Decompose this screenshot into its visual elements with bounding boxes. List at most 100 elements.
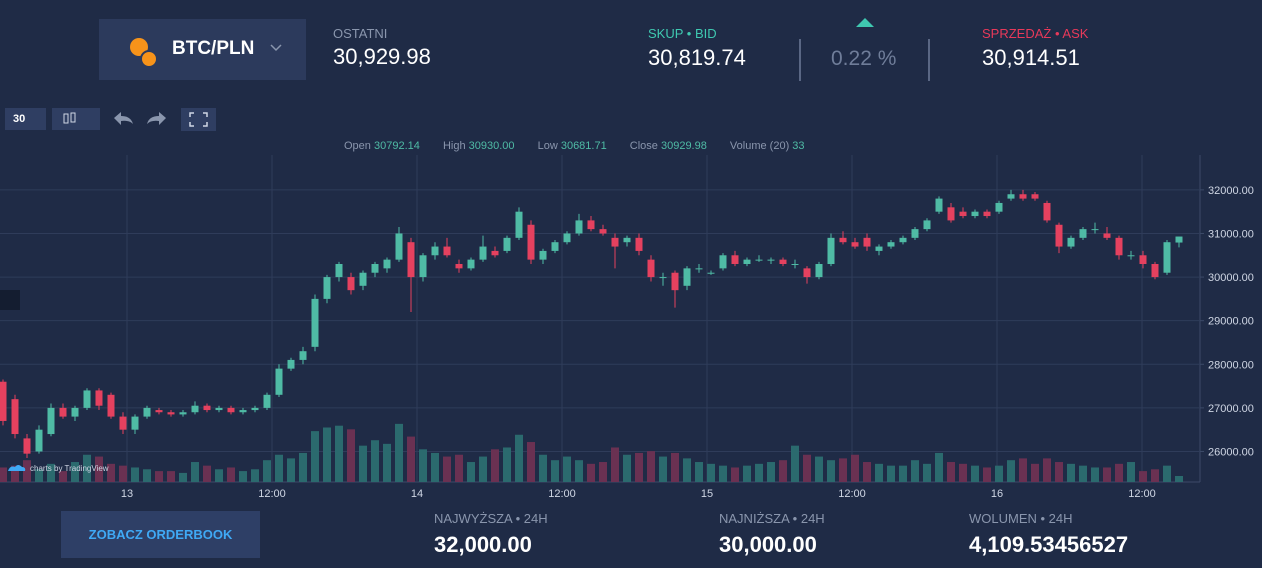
volume-bar [1079, 465, 1087, 482]
low-label: NAJNIŻSZA • 24H [719, 511, 825, 526]
ohlc-legend: Open 30792.14 High 30930.00 Low 30681.71… [344, 140, 805, 152]
candle-body [95, 390, 103, 406]
volume-bar [923, 463, 931, 482]
volume-bar [635, 452, 643, 482]
x-tick-label: 12:00 [838, 488, 866, 500]
orderbook-button[interactable]: ZOBACZ ORDERBOOK [61, 511, 260, 558]
undo-redo[interactable] [110, 108, 170, 130]
volume-bar [275, 454, 283, 482]
low-value: 30,000.00 [719, 532, 817, 557]
candle-body [683, 268, 691, 286]
volume-bar [575, 460, 583, 482]
legend-value: 33 [792, 140, 805, 152]
y-tick-label: 30000.00 [1208, 272, 1254, 284]
legend-value: 30930.00 [468, 140, 515, 152]
candle-body [1103, 233, 1111, 238]
volume-bar [551, 460, 559, 482]
candle-body [983, 211, 991, 217]
candle-body [263, 394, 271, 408]
fullscreen-button[interactable] [181, 108, 216, 131]
volume-bar [995, 465, 1003, 482]
candle-body [59, 407, 67, 417]
volume-bar [503, 447, 511, 482]
legend-label: Volume (20) [729, 140, 790, 152]
candle-body [467, 259, 475, 269]
candle-body [1019, 194, 1027, 199]
up-arrow [856, 18, 874, 27]
candle-body [1127, 255, 1135, 257]
candle-body [1055, 224, 1063, 247]
legend-value: 30681.71 [560, 140, 607, 152]
candle-body [623, 237, 631, 243]
button-label: ZOBACZ ORDERBOOK [88, 527, 233, 542]
pair-selector[interactable]: BTC/PLN [99, 19, 306, 80]
y-tick-label: 29000.00 [1208, 316, 1254, 328]
legend-label: High [442, 140, 466, 152]
volume-bar [1163, 465, 1171, 482]
candle-body [875, 246, 883, 251]
ask-value: 30,914.51 [982, 45, 1080, 70]
candle-body [179, 412, 187, 415]
candle-body [647, 259, 655, 278]
volume-bar [959, 463, 967, 482]
volume-bar [1007, 460, 1015, 482]
candle-body [323, 277, 331, 299]
volume-bar [491, 449, 499, 482]
ask-label: SPRZEDAŻ • ASK [982, 26, 1089, 41]
volume-bar [131, 467, 139, 482]
volume-bar [23, 460, 31, 482]
volume-bar [875, 463, 883, 482]
volume-bar [671, 452, 679, 482]
volume-bar [203, 465, 211, 482]
volume-bar [779, 460, 787, 482]
volume-bar [1067, 463, 1075, 482]
redo[interactable] [147, 112, 166, 125]
candle-body [419, 255, 427, 278]
volume-bar [191, 462, 199, 482]
chart-type-button[interactable] [52, 108, 100, 130]
candle-body [947, 207, 955, 221]
candle-body [347, 277, 355, 291]
candle-body [923, 220, 931, 230]
volume-bar [59, 471, 67, 482]
volume-bar [335, 425, 343, 482]
volume-bar [347, 429, 355, 482]
candle-body [287, 359, 295, 369]
candle-body [779, 259, 787, 264]
volume-bar [1019, 458, 1027, 482]
candle-body [563, 233, 571, 243]
volume-bar [1043, 458, 1051, 482]
volume-bar [83, 454, 91, 482]
candle-body [491, 250, 499, 256]
volume-bar [263, 460, 271, 482]
volume-bar [1175, 476, 1183, 482]
volume-bar [479, 456, 487, 482]
x-tick-label: 16 [991, 488, 1003, 500]
marker [0, 290, 20, 310]
volume-bar [1055, 462, 1063, 482]
volume-bar [119, 465, 127, 482]
candle-body [767, 259, 775, 261]
volume-bar [827, 460, 835, 482]
candle-body [659, 277, 667, 279]
bid-value: 30,819.74 [648, 45, 746, 70]
candle-body [635, 237, 643, 251]
volume-bar [287, 458, 295, 482]
volume-bar [323, 427, 331, 482]
candle-body [1139, 255, 1147, 264]
y-tick-label: 31000.00 [1208, 228, 1254, 240]
volume-bar [311, 431, 319, 482]
candle-body [719, 255, 727, 269]
candle-body [155, 410, 163, 413]
candle-body [995, 202, 1003, 212]
volume-bar [371, 440, 379, 482]
candle-body [203, 405, 211, 411]
interval-input[interactable]: 30 [5, 108, 46, 130]
undo[interactable] [114, 112, 133, 125]
volume-bar [623, 454, 631, 482]
icon-part [70, 112, 76, 123]
x-tick-label: 12:00 [548, 488, 576, 500]
candle-icon [63, 112, 76, 124]
y-tick-label: 32000.00 [1208, 185, 1254, 197]
watermark: charts by TradingView [8, 464, 109, 473]
